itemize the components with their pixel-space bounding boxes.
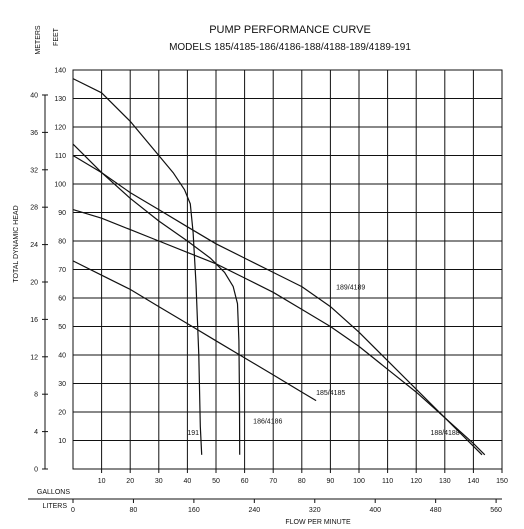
y-tick-label-feet: 60 (58, 296, 66, 303)
y-tick-label-feet: 20 (58, 410, 66, 417)
series-label: 188/4188 (431, 430, 460, 437)
y-tick-label-feet: 100 (54, 182, 66, 189)
x-tick-label-gallons: 120 (410, 478, 422, 485)
x-tick-label-gallons: 20 (126, 478, 134, 485)
y-tick-label-meters: 20 (30, 279, 38, 286)
y-tick-label-meters: 8 (34, 392, 38, 399)
y-tick-label-meters: 40 (30, 92, 38, 99)
series-label: 189/4189 (336, 284, 365, 291)
liters-unit-label: LITERS (42, 503, 67, 510)
chart-subtitle: MODELS 185/4185-186/4186-188/4188-189/41… (169, 42, 411, 53)
y-tick-label-feet: 30 (58, 381, 66, 388)
y-tick-label-feet: 40 (58, 353, 66, 360)
meters-unit-label: METERS (35, 25, 42, 55)
y-tick-label-feet: 130 (54, 96, 66, 103)
x-tick-label-liters: 320 (309, 507, 321, 514)
x-tick-label-liters: 80 (130, 507, 138, 514)
grid (72, 69, 503, 470)
x-tick-label-liters: 560 (490, 507, 502, 514)
gallons-unit-label: GALLONS (37, 489, 70, 496)
x-tick-label-liters: 160 (188, 507, 200, 514)
x-axis-title: FLOW PER MINUTE (285, 519, 351, 526)
series-line-186-4186 (72, 143, 241, 455)
y-tick-label-feet: 140 (54, 68, 66, 75)
series-line-185-4185 (72, 260, 317, 402)
x-tick-label-gallons: 140 (468, 478, 480, 485)
x-tick-label-gallons: 30 (155, 478, 163, 485)
y-tick-label-feet: 90 (58, 210, 66, 217)
x-tick-label-gallons: 80 (298, 478, 306, 485)
series-line-188-4188 (72, 209, 483, 456)
x-tick-label-gallons: 130 (439, 478, 451, 485)
chart-title: PUMP PERFORMANCE CURVE (209, 24, 371, 36)
x-tick-label-gallons: 70 (269, 478, 277, 485)
x-tick-label-gallons: 150 (496, 478, 508, 485)
x-tick-label-gallons: 60 (241, 478, 249, 485)
x-tick-label-gallons: 100 (353, 478, 365, 485)
y-tick-label-meters: 12 (30, 354, 38, 361)
y-tick-label-meters: 4 (34, 429, 38, 436)
series-label: 191 (187, 430, 199, 437)
y-tick-label-meters: 16 (30, 317, 38, 324)
y-tick-label-feet: 110 (55, 153, 66, 160)
y-tick-label-meters: 32 (30, 167, 38, 174)
series-line-191 (72, 78, 203, 455)
y-tick-label-meters: 0 (34, 467, 38, 474)
y-tick-label-feet: 80 (58, 239, 66, 246)
x-tick-label-liters: 480 (430, 507, 442, 514)
x-tick-label-gallons: 40 (184, 478, 192, 485)
x-tick-label-gallons: 110 (382, 478, 393, 485)
series-line-189-4189 (72, 154, 486, 456)
y-tick-label-feet: 10 (58, 438, 66, 445)
series-label: 186/4186 (253, 418, 282, 425)
series-lines: 191 186/4186 185/4185 188/4188 189/4189 (72, 78, 486, 456)
x-tick-label-liters: 240 (248, 507, 260, 514)
y-tick-label-feet: 50 (58, 324, 66, 331)
y-tick-label-meters: 36 (30, 130, 38, 137)
y-tick-label-feet: 70 (58, 267, 66, 274)
x-tick-label-liters: 0 (71, 507, 75, 514)
x-tick-label-gallons: 10 (98, 478, 106, 485)
series-label: 185/4185 (316, 390, 345, 397)
axes: 10 20 30 40 50 60 70 80 90 100 110 120 130 140 1501020… (28, 68, 508, 514)
feet-unit-label: FEET (53, 27, 60, 46)
x-tick-label-gallons: 50 (212, 478, 220, 485)
y-tick-label-meters: 28 (30, 205, 38, 212)
x-tick-label-liters: 400 (369, 507, 381, 514)
x-tick-label-gallons: 90 (327, 478, 335, 485)
y-tick-label-meters: 24 (30, 242, 38, 249)
y-tick-label-feet: 120 (54, 125, 66, 132)
y-axis-title: TOTAL DYNAMIC HEAD (13, 205, 20, 282)
